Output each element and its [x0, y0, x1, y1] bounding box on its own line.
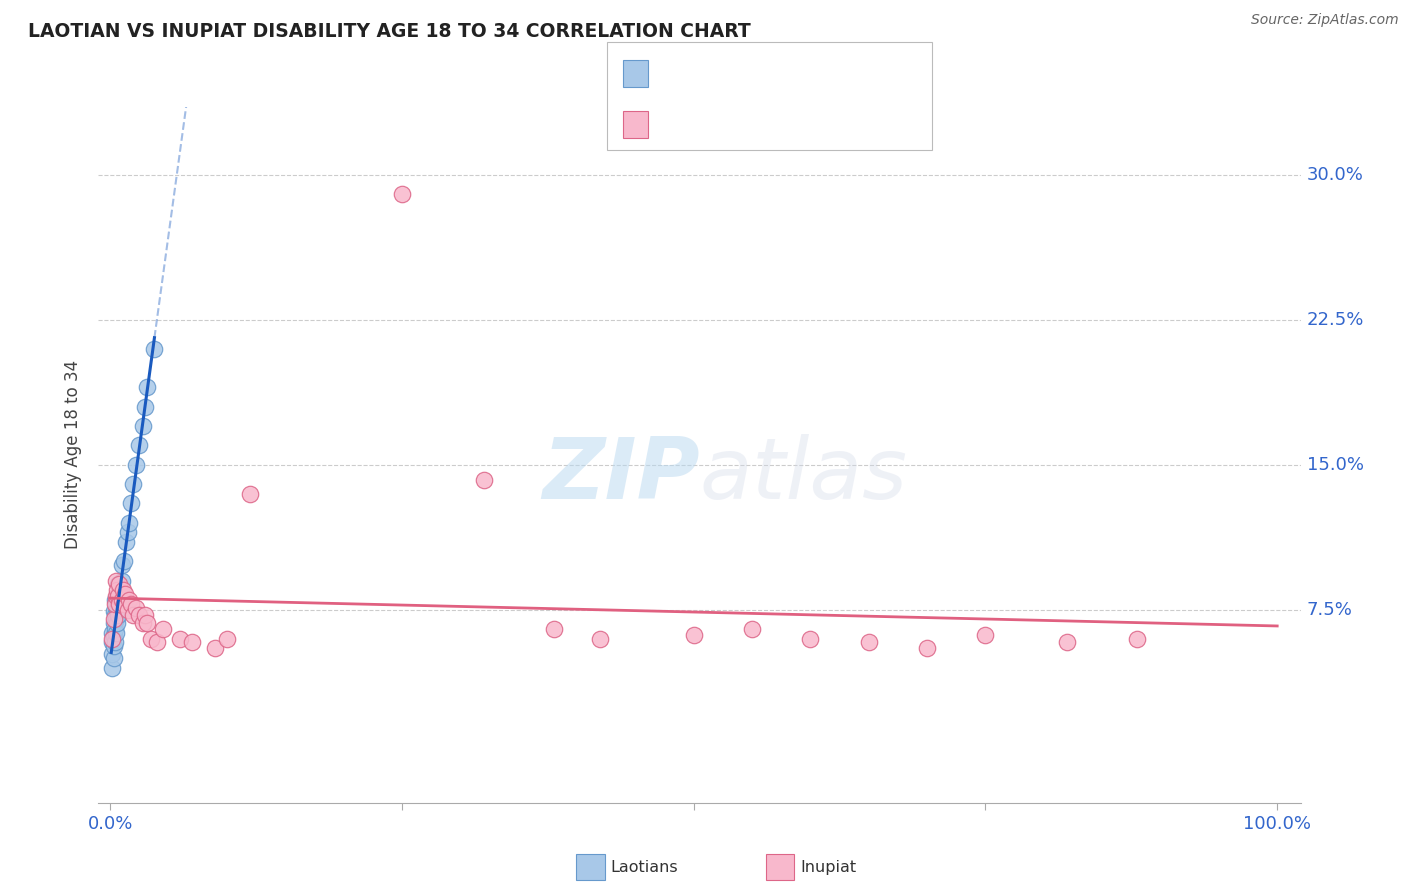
Point [111, 583, 134, 598]
Point [104, 574, 127, 588]
Text: 42: 42 [800, 116, 824, 134]
Point [104, 635, 127, 649]
Point [110, 583, 132, 598]
Point [112, 597, 135, 611]
Text: 7.5%: 7.5% [1306, 600, 1353, 618]
Point [101, 660, 124, 674]
Point [117, 602, 139, 616]
Text: LAOTIAN VS INUPIAT DISABILITY AGE 18 TO 34 CORRELATION CHART: LAOTIAN VS INUPIAT DISABILITY AGE 18 TO … [28, 22, 751, 41]
Text: Laotians: Laotians [610, 860, 678, 874]
Point [915, 641, 938, 656]
Point [103, 639, 125, 653]
Point [132, 419, 155, 434]
Point [799, 632, 821, 646]
Point [107, 592, 129, 607]
Point [104, 597, 127, 611]
Point [111, 574, 134, 588]
Point [215, 632, 238, 646]
Point [103, 615, 125, 630]
Point [122, 608, 145, 623]
Point [108, 597, 131, 611]
Point [103, 612, 125, 626]
Point [125, 458, 148, 472]
Point [139, 632, 162, 646]
Text: 15.0%: 15.0% [1306, 456, 1364, 474]
Text: 0.536: 0.536 [699, 64, 751, 82]
Point [122, 476, 145, 491]
Point [105, 615, 128, 630]
Point [682, 628, 704, 642]
Point [104, 597, 127, 611]
Point [115, 535, 138, 549]
Point [105, 583, 128, 598]
Point [117, 525, 139, 540]
Point [103, 628, 125, 642]
Point [152, 622, 174, 636]
Point [104, 589, 127, 603]
Text: 30.0%: 30.0% [1306, 166, 1364, 184]
Point [391, 187, 413, 202]
Point [104, 622, 127, 636]
Point [120, 496, 142, 510]
Text: Source: ZipAtlas.com: Source: ZipAtlas.com [1251, 13, 1399, 28]
Point [104, 608, 127, 623]
Point [125, 600, 148, 615]
Point [101, 632, 124, 646]
Point [472, 473, 495, 487]
Point [104, 592, 127, 607]
Point [111, 592, 134, 607]
Point [589, 632, 612, 646]
Text: Inupiat: Inupiat [800, 860, 856, 874]
Point [741, 622, 763, 636]
Text: N =: N = [761, 64, 797, 82]
Point [105, 602, 128, 616]
Text: 37: 37 [800, 64, 824, 82]
Point [543, 622, 565, 636]
Point [101, 635, 124, 649]
Point [180, 635, 202, 649]
Point [132, 615, 155, 630]
Point [114, 587, 136, 601]
Point [103, 605, 125, 619]
Point [128, 438, 150, 452]
Point [1056, 635, 1078, 649]
Text: -0.389: -0.389 [699, 116, 758, 134]
Point [134, 608, 156, 623]
Point [104, 625, 127, 640]
Point [108, 592, 131, 607]
Point [108, 577, 131, 591]
Text: ZIP: ZIP [541, 434, 699, 517]
Point [204, 641, 226, 656]
Point [136, 380, 159, 394]
Y-axis label: Disability Age 18 to 34: Disability Age 18 to 34 [65, 360, 83, 549]
Point [239, 486, 262, 500]
Point [169, 632, 191, 646]
Point [101, 647, 124, 661]
Point [858, 635, 880, 649]
Text: N =: N = [761, 116, 797, 134]
Point [143, 342, 166, 356]
Point [104, 612, 127, 626]
Point [112, 554, 135, 568]
Point [118, 592, 141, 607]
Point [101, 625, 124, 640]
Point [974, 628, 997, 642]
Point [146, 635, 169, 649]
Point [128, 608, 150, 623]
Point [134, 400, 156, 414]
Point [136, 615, 159, 630]
Point [103, 651, 125, 665]
Point [107, 589, 129, 603]
Point [120, 597, 142, 611]
Point [118, 516, 141, 530]
Text: R =: R = [659, 116, 696, 134]
Point [107, 608, 129, 623]
Point [111, 558, 134, 573]
Point [1126, 632, 1149, 646]
Text: atlas: atlas [699, 434, 907, 517]
Point [107, 577, 129, 591]
Text: 22.5%: 22.5% [1306, 310, 1364, 328]
Text: R =: R = [659, 64, 696, 82]
